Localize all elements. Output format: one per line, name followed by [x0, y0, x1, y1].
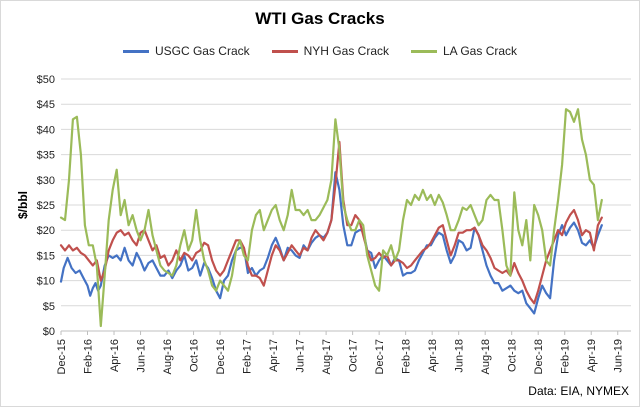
- legend-swatch-nyh: [271, 49, 298, 53]
- legend-item-nyh: NYH Gas Crack: [271, 44, 389, 58]
- series-line-la-gas-crack: [59, 108, 603, 328]
- y-axis-label: $/bbl: [16, 191, 30, 219]
- legend-label-la: LA Gas Crack: [443, 44, 518, 58]
- y-tick-label: $40: [37, 124, 55, 136]
- y-tick-label: $45: [37, 99, 55, 111]
- x-tick-label: Dec-15: [56, 339, 68, 374]
- x-tick-label: Jun-18: [454, 339, 466, 373]
- y-tick-label: $50: [37, 74, 55, 86]
- y-tick-label: $30: [37, 175, 55, 187]
- x-tick-label: Dec-16: [215, 339, 227, 374]
- legend-swatch-usgc: [122, 49, 149, 53]
- y-tick-label: $10: [37, 276, 55, 288]
- x-tick-label: Dec-17: [374, 339, 386, 374]
- x-tick-label: Apr-16: [109, 339, 121, 372]
- x-tick-label: Feb-18: [401, 339, 413, 374]
- x-tick-label: Feb-16: [83, 339, 95, 374]
- x-tick-label: Dec-18: [533, 339, 545, 374]
- x-tick-label: Oct-18: [507, 339, 519, 372]
- x-tick-label: Jun-16: [136, 339, 148, 373]
- legend-label-usgc: USGC Gas Crack: [154, 44, 250, 58]
- y-tick-label: $5: [43, 301, 55, 313]
- legend-swatch-la: [411, 49, 437, 53]
- x-tick-label: Jun-17: [295, 339, 307, 373]
- series-line-nyh-gas-crack: [59, 140, 603, 305]
- legend-label-nyh: NYH Gas Crack: [303, 44, 389, 58]
- y-tick-label: $0: [43, 326, 55, 338]
- chart-legend: USGC Gas Crack NYH Gas Crack LA Gas Crac…: [1, 44, 639, 58]
- x-tick-label: Apr-17: [268, 339, 280, 372]
- x-tick-label: Feb-17: [242, 339, 254, 374]
- y-tick-label: $20: [37, 225, 55, 237]
- source-note: Data: EIA, NYMEX: [528, 384, 629, 398]
- y-tick-label: $15: [37, 250, 55, 262]
- x-tick-label: Aug-16: [162, 339, 174, 374]
- x-tick-label: Apr-19: [586, 339, 598, 372]
- x-tick-label: Oct-17: [348, 339, 360, 372]
- x-tick-label: Oct-16: [189, 339, 201, 372]
- chart-title: WTI Gas Cracks: [255, 9, 385, 28]
- x-tick-label: Jun-19: [613, 339, 625, 373]
- x-tick-label: Apr-18: [427, 339, 439, 372]
- x-tick-label: Aug-18: [480, 339, 492, 374]
- x-tick-label: Aug-17: [321, 339, 333, 374]
- y-tick-label: $35: [37, 150, 55, 162]
- legend-item-usgc: USGC Gas Crack: [122, 44, 250, 58]
- legend-item-la: LA Gas Crack: [411, 44, 517, 58]
- x-tick-label: Feb-19: [560, 339, 572, 374]
- y-tick-label: $25: [37, 200, 55, 212]
